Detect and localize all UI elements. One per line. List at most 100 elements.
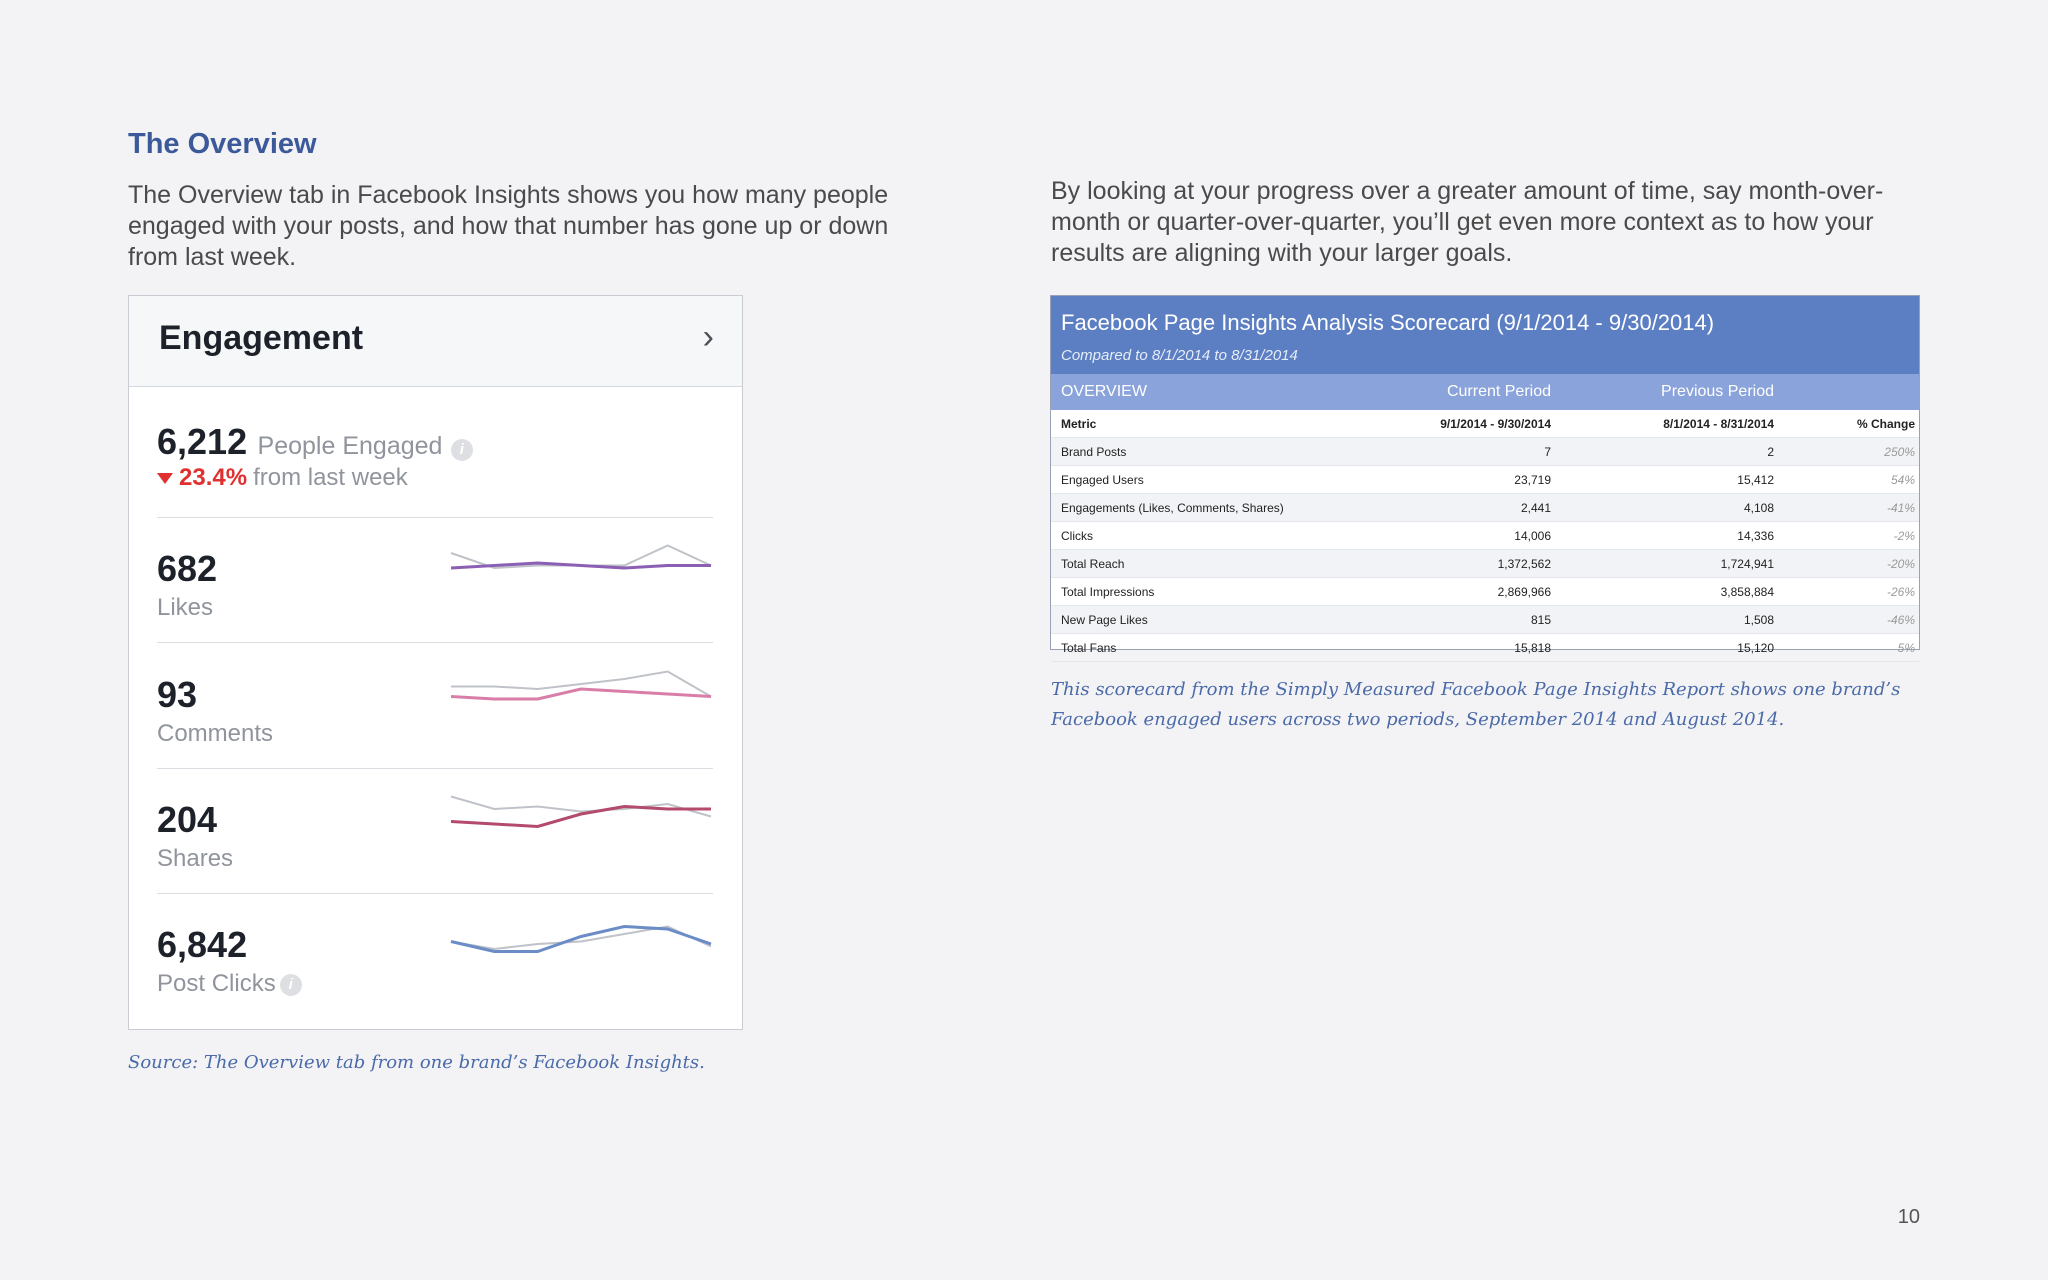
engagement-panel: Engagement › 6,212 People Engaged i 23.4… [128,295,743,1030]
cell-current: 23,719 [1514,473,1551,487]
people-engaged-value: 6,212 [157,421,248,462]
scorecard-title: Facebook Page Insights Analysis Scorecar… [1061,310,1715,335]
change-label: from last week [253,464,408,491]
cell-current: 7 [1544,445,1551,459]
metric-value: 93 [157,674,198,715]
page-number: 10 [1897,1206,1920,1228]
engagement-title: Engagement [159,319,364,357]
band-previous: Previous Period [1661,383,1774,400]
people-engaged-change: 23.4% from last week [157,464,408,492]
cell-current: 1,372,562 [1497,557,1551,571]
table-row: Total Impressions 2,869,966 3,858,884 -26% [1051,578,1919,606]
metric-shares: 204 Shares [157,799,233,873]
cell-change: 54% [1890,473,1915,487]
cell-change: 250% [1884,445,1915,459]
cell-change: -46% [1886,613,1915,627]
people-engaged-stat: 6,212 People Engaged i [157,421,473,463]
previous-period-line [451,670,712,698]
cell-previous: 4,108 [1743,501,1774,515]
cell-metric: Clicks [1061,529,1093,543]
cell-previous: 15,412 [1737,473,1774,487]
header-metric: Metric [1061,417,1097,431]
current-period-line [450,924,712,953]
scorecard-subtitle: Compared to 8/1/2014 to 8/31/2014 [1061,347,1298,364]
engagement-header[interactable]: Engagement › [129,296,742,387]
divider [157,642,713,643]
left-caption: Source: The Overview tab from one brand’… [128,1052,705,1073]
metric-value: 204 [157,799,218,840]
metric-comments: 93 Comments [157,674,273,748]
cell-previous: 1,724,941 [1720,557,1774,571]
cell-change: 5% [1897,641,1915,655]
cell-change: -26% [1886,585,1915,599]
metric-value: 6,842 [157,924,248,965]
cell-metric: New Page Likes [1061,613,1148,627]
table-header-row: Metric 9/1/2014 - 9/30/2014 8/1/2014 - 8… [1051,410,1919,438]
band-current: Current Period [1446,383,1551,400]
metric-post-clicks: 6,842 Post Clicks i [157,924,302,998]
metric-label: Comments [157,720,274,747]
cell-current: 815 [1530,613,1551,627]
cell-previous: 14,336 [1737,529,1774,543]
intro-left-paragraph: The Overview tab in Facebook Insights sh… [128,181,889,271]
table-row: Total Reach 1,372,562 1,724,941 -20% [1051,550,1919,578]
info-icon[interactable]: i [279,973,302,996]
section-heading: The Overview [128,128,317,160]
table-row: New Page Likes 815 1,508 -46% [1051,606,1919,634]
table-row: Engagements (Likes, Comments, Shares) 2,4… [1051,494,1919,522]
chevron-right-icon[interactable]: › [702,318,714,356]
table-row: Engaged Users 23,719 15,412 54% [1051,466,1919,494]
right-caption: This scorecard from the Simply Measured … [1051,679,1901,730]
divider [157,517,713,518]
cell-change: -2% [1893,529,1915,543]
comments-sparkline [450,670,712,701]
metric-label: Likes [157,594,214,621]
change-percent: 23.4% [179,464,248,491]
scorecard-table: Facebook Page Insights Analysis Scorecar… [1050,295,1920,662]
scorecard-rows: Metric 9/1/2014 - 9/30/2014 8/1/2014 - 8… [1051,410,1919,662]
scorecard-header: Facebook Page Insights Analysis Scorecar… [1051,296,1919,374]
cell-metric: Total Impressions [1061,585,1155,599]
cell-current: 2,869,966 [1497,585,1551,599]
metric-likes: 682 Likes [157,548,217,622]
cell-metric: Total Reach [1061,557,1125,571]
table-row: Clicks 14,006 14,336 -2% [1051,522,1919,550]
cell-change: -41% [1886,501,1915,515]
cell-metric: Total Fans [1061,641,1117,655]
cell-metric: Brand Posts [1061,445,1127,459]
divider [157,893,713,894]
info-icon[interactable]: i [450,438,473,461]
header-current: 9/1/2014 - 9/30/2014 [1440,417,1551,431]
down-triangle-icon [157,473,173,485]
cell-previous: 3,858,884 [1720,585,1774,599]
divider [157,768,713,769]
current-period-line [450,804,711,829]
band-overview: OVERVIEW [1061,383,1147,400]
cell-previous: 2 [1767,445,1774,459]
intro-right-paragraph: By looking at your progress over a great… [1051,177,1884,267]
metric-label: Post Clicks i [157,970,302,998]
table-row: Brand Posts 7 2 250% [1051,438,1919,466]
metric-value: 682 [157,548,218,589]
likes-sparkline [450,544,712,570]
table-row: Total Fans 15,818 15,120 5% [1051,634,1919,662]
cell-current: 15,818 [1514,641,1551,655]
cell-metric: Engagements (Likes, Comments, Shares) [1061,501,1284,515]
people-engaged-label: People Engaged [257,432,443,460]
cell-previous: 1,508 [1743,613,1774,627]
cell-current: 14,006 [1514,529,1551,543]
cell-change: -20% [1886,557,1915,571]
previous-period-line [450,925,712,951]
previous-period-line [450,795,712,818]
cell-current: 2,441 [1520,501,1551,515]
header-previous: 8/1/2014 - 8/31/2014 [1663,417,1774,431]
current-period-line [450,561,711,570]
scorecard-band: OVERVIEW Current Period Previous Period [1051,374,1919,410]
header-change: % Change [1856,417,1915,431]
metric-label: Shares [157,845,234,872]
cell-previous: 15,120 [1737,641,1774,655]
post-clicks-sparkline [450,924,712,953]
cell-metric: Engaged Users [1061,473,1144,487]
current-period-line [450,687,712,701]
shares-sparkline [450,795,712,829]
